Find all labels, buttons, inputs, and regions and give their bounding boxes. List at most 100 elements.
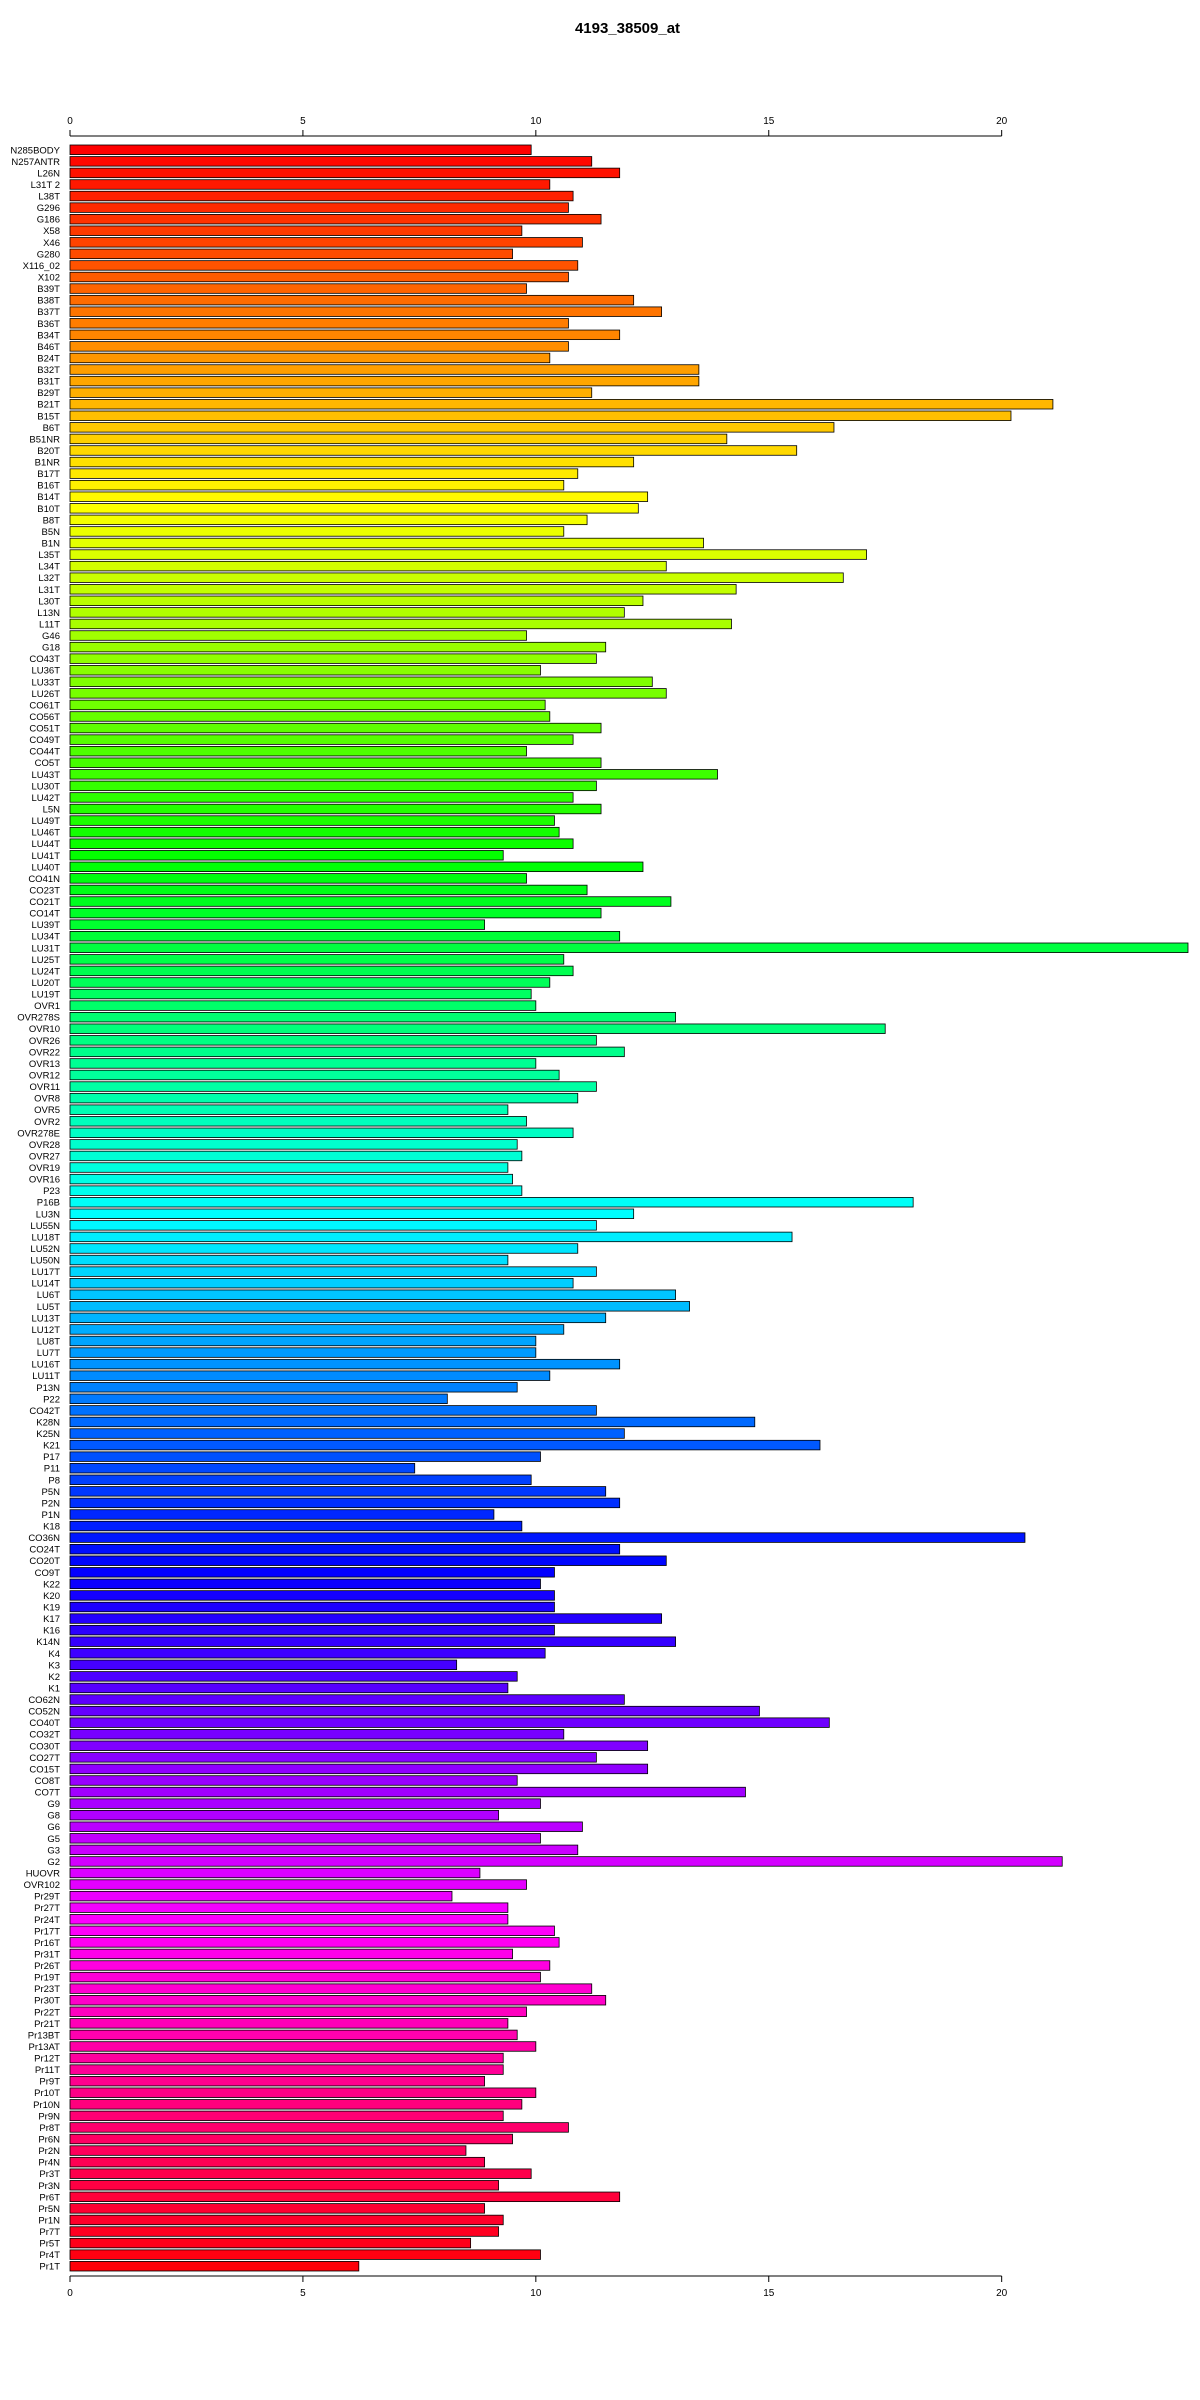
category-label-168: Pr9T (39, 2077, 60, 2088)
category-label-35: B1N (42, 539, 61, 550)
bar-157 (69, 1948, 513, 1960)
bar-117 (69, 1486, 607, 1497)
bar-50 (69, 711, 551, 722)
bar-23 (69, 399, 1054, 410)
category-label-69: LU34T (31, 932, 60, 943)
bar-78 (69, 1035, 597, 1046)
bar-2 (69, 156, 593, 167)
bar-158 (69, 1960, 551, 1971)
bar-173 (69, 2133, 513, 2145)
bar-159 (69, 1971, 541, 1983)
category-label-146: G6 (47, 1822, 60, 1833)
bar-162 (69, 2006, 527, 2017)
bar-6 (69, 202, 569, 213)
category-label-33: B8T (43, 515, 61, 526)
bar-140 (69, 1752, 597, 1763)
category-label-127: K19 (43, 1603, 60, 1614)
bar-92 (69, 1197, 914, 1208)
bar-71 (69, 954, 565, 965)
bar-13 (69, 283, 527, 294)
bar-42 (69, 618, 732, 630)
category-label-85: OVR2 (34, 1117, 60, 1128)
bar-33 (69, 514, 588, 526)
bar-61 (69, 838, 574, 849)
category-label-100: LU6T (37, 1290, 60, 1301)
category-label-140: CO27T (29, 1753, 60, 1764)
bar-40 (69, 595, 644, 607)
category-label-145: G8 (47, 1811, 60, 1822)
category-label-91: P23 (43, 1186, 60, 1197)
bar-9 (69, 237, 583, 248)
category-label-124: CO9T (35, 1568, 61, 1579)
category-label-45: CO43T (29, 654, 60, 665)
category-label-178: Pr6T (39, 2192, 60, 2203)
bar-175 (69, 2156, 485, 2168)
category-label-173: Pr6N (38, 2135, 60, 2146)
category-label-64: CO41N (28, 874, 60, 885)
category-label-37: L34T (38, 562, 60, 573)
category-label-122: CO24T (29, 1545, 60, 1556)
bar-149 (69, 1856, 1063, 1867)
bar-84 (69, 1104, 509, 1115)
bar-68 (69, 919, 485, 930)
bar-98 (69, 1266, 597, 1277)
bar-99 (69, 1277, 574, 1289)
category-label-48: LU26T (31, 689, 60, 700)
category-label-16: B36T (37, 319, 60, 330)
bar-69 (69, 931, 621, 942)
bar-53 (69, 745, 527, 757)
category-label-177: Pr3N (38, 2181, 60, 2192)
category-label-157: Pr31T (34, 1949, 60, 1960)
bar-171 (69, 2110, 504, 2122)
category-label-93: LU3N (36, 1209, 60, 1220)
bar-95 (69, 1231, 793, 1243)
x-tick-label-top-5: 5 (300, 116, 306, 127)
bar-54 (69, 757, 602, 768)
bar-66 (69, 896, 672, 907)
category-label-3: L26N (37, 168, 60, 179)
bar-85 (69, 1116, 527, 1127)
category-label-4: L31T 2 (31, 180, 60, 191)
bar-12 (69, 271, 569, 283)
category-label-65: CO23T (29, 885, 60, 896)
chart-title: 4193_38509_at (574, 20, 681, 37)
bar-51 (69, 722, 602, 734)
bar-48 (69, 688, 667, 699)
category-label-115: P11 (44, 1464, 60, 1475)
category-label-89: OVR19 (29, 1163, 60, 1174)
bar-150 (69, 1867, 481, 1879)
bar-10 (69, 248, 513, 260)
category-label-118: P2N (42, 1498, 61, 1509)
bar-21 (69, 375, 700, 387)
bar-130 (69, 1636, 676, 1647)
bar-22 (69, 387, 593, 398)
bar-77 (69, 1023, 886, 1034)
bar-93 (69, 1208, 635, 1219)
category-label-172: Pr8T (39, 2123, 60, 2134)
bar-76 (69, 1011, 676, 1023)
bar-138 (69, 1729, 565, 1740)
category-label-2: N257ANTR (11, 157, 60, 168)
category-label-139: CO30T (29, 1741, 60, 1752)
bar-168 (69, 2075, 485, 2087)
bar-20 (69, 364, 700, 375)
bar-181 (69, 2226, 499, 2237)
category-label-132: K3 (48, 1660, 60, 1671)
bar-180 (69, 2214, 504, 2226)
bar-184 (69, 2261, 360, 2272)
bar-4 (69, 179, 551, 190)
bar-47 (69, 676, 653, 687)
category-label-32: B10T (37, 504, 60, 515)
bar-67 (69, 907, 602, 919)
bar-14 (69, 294, 635, 306)
category-label-125: K22 (43, 1579, 60, 1590)
bar-24 (69, 410, 1012, 421)
category-label-129: K16 (43, 1626, 60, 1637)
category-label-36: L35T (38, 550, 60, 561)
category-label-95: LU18T (31, 1232, 60, 1243)
category-label-147: G5 (47, 1834, 60, 1845)
bar-72 (69, 965, 574, 977)
category-label-158: Pr26T (34, 1961, 60, 1972)
category-label-68: LU39T (31, 920, 60, 931)
